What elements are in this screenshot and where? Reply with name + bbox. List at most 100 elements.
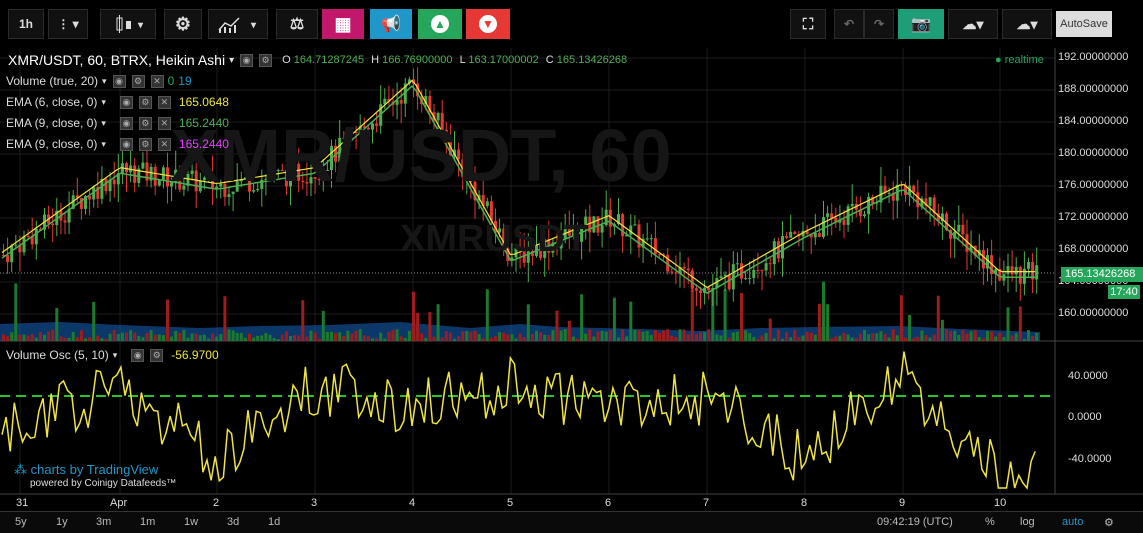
- candle-body: [543, 239, 547, 258]
- volume-bar: [51, 329, 55, 341]
- buy-button[interactable]: ▲: [418, 9, 462, 39]
- eye-icon[interactable]: ◉: [119, 116, 133, 130]
- chevron-down-icon[interactable]: ▾: [101, 96, 106, 107]
- volume-bar: [600, 330, 604, 341]
- chevron-down-icon: ▼: [479, 15, 497, 33]
- ema1-study-title[interactable]: EMA (6, close, 0): [6, 95, 98, 109]
- compare-button[interactable]: ⚖: [276, 9, 318, 39]
- candle-body: [63, 220, 67, 223]
- eye-icon[interactable]: ◉: [119, 95, 133, 109]
- gear-icon[interactable]: ⚙: [138, 95, 152, 109]
- close-icon[interactable]: ✕: [150, 74, 164, 88]
- gear-icon[interactable]: ⚙: [138, 137, 152, 151]
- volume-bar: [543, 334, 547, 341]
- fullscreen-button[interactable]: ⛶: [790, 9, 826, 39]
- candle-body: [407, 79, 411, 84]
- volume-bar: [608, 330, 612, 341]
- symbol-title[interactable]: XMR/USDT, 60, BTRX, Heikin Ashi: [8, 52, 226, 68]
- range-3d[interactable]: 3d: [227, 516, 240, 528]
- candle-body: [1014, 267, 1018, 275]
- volume-bar: [227, 329, 231, 341]
- candle-body: [149, 166, 153, 181]
- volume-bar: [407, 330, 411, 341]
- volume-bar: [1006, 307, 1010, 341]
- tradingview-branding[interactable]: ⁂ charts by TradingView powered by Coini…: [14, 462, 176, 489]
- chevron-down-icon[interactable]: ▾: [102, 75, 107, 86]
- interval-button[interactable]: 1h: [8, 9, 44, 39]
- indicators-button[interactable]: ▾: [208, 9, 268, 39]
- candle-body: [1031, 262, 1035, 280]
- candle-body: [465, 171, 469, 178]
- chart-style-button[interactable]: ▾: [100, 9, 156, 39]
- candle-body: [617, 214, 620, 225]
- candle-body: [936, 213, 940, 222]
- volume-study-title[interactable]: Volume (true, 20): [6, 74, 99, 88]
- symbol-dropdown-icon[interactable]: ▾: [229, 54, 235, 66]
- gear-icon[interactable]: ⚙: [259, 53, 273, 67]
- load-chart-button[interactable]: ☁▾: [948, 9, 998, 39]
- low-value: 163.17000002: [468, 54, 539, 66]
- candle-body: [485, 201, 489, 207]
- chevron-down-icon[interactable]: ▾: [112, 349, 118, 360]
- volume-bar: [272, 337, 276, 341]
- range-1y[interactable]: 1y: [56, 516, 68, 528]
- gear-icon[interactable]: ⚙: [1104, 517, 1114, 529]
- volume-bar: [559, 330, 563, 341]
- volume-bar: [444, 331, 448, 341]
- volume-bar: [723, 289, 727, 341]
- candle-body: [662, 254, 666, 256]
- candle-body: [838, 219, 842, 223]
- range-1w[interactable]: 1w: [184, 516, 199, 528]
- log-toggle[interactable]: log: [1020, 516, 1035, 528]
- chevron-down-icon[interactable]: ▾: [101, 138, 106, 149]
- cube-button[interactable]: ▦: [322, 9, 364, 39]
- range-3m[interactable]: 3m: [96, 516, 112, 528]
- close-icon[interactable]: ✕: [157, 95, 171, 109]
- autosave-button[interactable]: AutoSave: [1056, 11, 1112, 37]
- close-icon[interactable]: ✕: [157, 137, 171, 151]
- alert-button[interactable]: 📢: [370, 9, 412, 39]
- volume-bar: [875, 333, 879, 341]
- redo-button[interactable]: ↷: [864, 9, 894, 39]
- close-icon[interactable]: ✕: [157, 116, 171, 130]
- eye-icon[interactable]: ◉: [240, 53, 254, 67]
- candle-body: [293, 163, 297, 165]
- osc-study-title[interactable]: Volume Osc (5, 10): [6, 348, 109, 362]
- candle-body: [243, 177, 247, 180]
- volume-bar: [211, 333, 215, 341]
- ema2-study-title[interactable]: EMA (9, close, 0): [6, 116, 98, 130]
- eye-icon[interactable]: ◉: [119, 137, 133, 151]
- interval-dropdown[interactable]: ⋮ ▾: [48, 9, 88, 39]
- undo-button[interactable]: ↶: [834, 9, 864, 39]
- range-1m[interactable]: 1m: [140, 516, 156, 528]
- settings-button[interactable]: ⚙: [164, 9, 202, 39]
- chevron-down-icon[interactable]: ▾: [101, 117, 106, 128]
- auto-toggle[interactable]: auto: [1062, 516, 1084, 528]
- eye-icon[interactable]: ◉: [112, 74, 126, 88]
- candle-body: [338, 137, 342, 162]
- range-5y[interactable]: 5y: [15, 516, 27, 528]
- range-1d[interactable]: 1d: [268, 516, 281, 528]
- volume-bar: [965, 333, 969, 341]
- ema3-study-title[interactable]: EMA (9, close, 0): [6, 137, 98, 151]
- eye-icon[interactable]: ◉: [131, 348, 145, 362]
- candle-body: [354, 131, 358, 133]
- clock[interactable]: 09:42:19 (UTC): [877, 516, 953, 528]
- volume-bar: [715, 334, 719, 341]
- candle-body: [760, 270, 764, 272]
- sell-button[interactable]: ▼: [466, 9, 510, 39]
- chart-area[interactable]: XMR/USDT, 60 XMRUSDT XMR/USDT, 60, BTRX,…: [0, 48, 1143, 532]
- volume-bar: [858, 333, 862, 341]
- volume-bar: [592, 336, 596, 341]
- volume-bar: [920, 330, 924, 341]
- candle-body: [321, 170, 325, 180]
- candle-body: [383, 98, 387, 105]
- gear-icon[interactable]: ⚙: [131, 74, 145, 88]
- gear-icon[interactable]: ⚙: [138, 116, 152, 130]
- gear-icon[interactable]: ⚙: [150, 348, 164, 362]
- save-chart-button[interactable]: ☁▾: [1002, 9, 1052, 39]
- percent-toggle[interactable]: %: [985, 516, 995, 528]
- volume-bar: [936, 295, 940, 341]
- snapshot-button[interactable]: 📷: [898, 9, 944, 39]
- volume-bar: [219, 334, 223, 341]
